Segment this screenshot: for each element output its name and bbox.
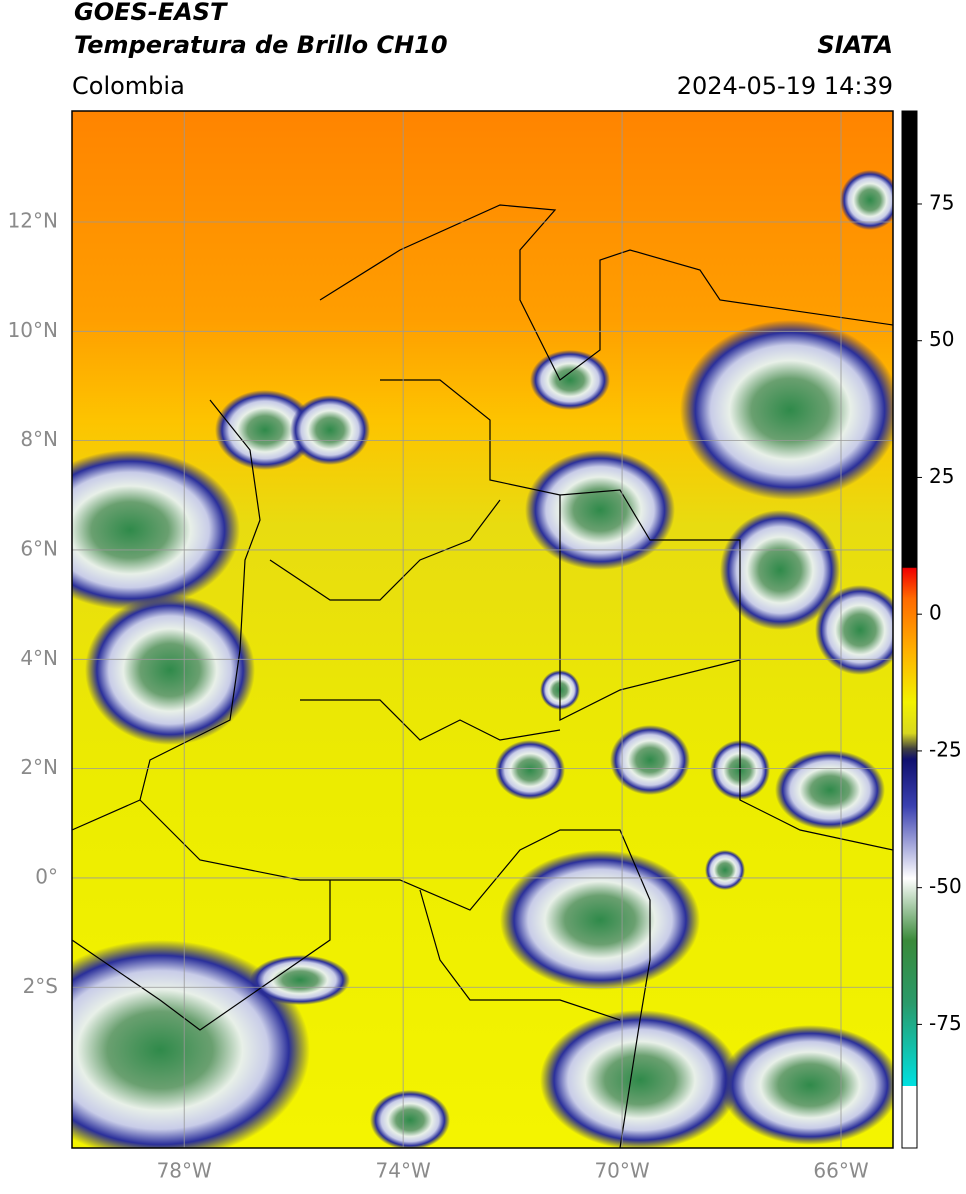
agency: SIATA — [817, 31, 893, 59]
colorbar-tick-label: -50 — [929, 874, 962, 898]
graticule — [72, 111, 893, 1148]
lat-label: 0° — [35, 864, 58, 888]
satellite: GOES-EAST — [74, 0, 228, 26]
lat-label: 6°N — [20, 536, 58, 560]
colorbar-tick-label: 25 — [929, 464, 954, 488]
satellite-image — [72, 111, 893, 1148]
lon-label: 78°W — [157, 1159, 212, 1183]
lat-label: 8°N — [20, 427, 58, 451]
datetime: 2024-05-19 14:39 — [677, 72, 893, 100]
product: Temperatura de Brillo CH10 — [74, 31, 448, 59]
map-frame — [71, 110, 894, 1149]
colorbar — [901, 110, 918, 1149]
lat-label: 12°N — [8, 208, 58, 232]
region: Colombia — [72, 72, 185, 100]
labels: 78°W 74°W 70°W 66°W 12°N 10°N 8°N 6°N 4°N 2°N 0° 2°… — [8, 190, 962, 1182]
colorbar-tick-label: 50 — [929, 327, 954, 351]
lat-label: 2°N — [20, 755, 58, 779]
lon-label: 70°W — [594, 1159, 649, 1183]
lat-label: 10°N — [8, 318, 58, 342]
colorbar-tick-label: -25 — [929, 737, 962, 761]
lat-label: 4°N — [20, 646, 58, 670]
colorbar-tick-label: -75 — [929, 1011, 962, 1035]
lon-label: 74°W — [376, 1159, 431, 1183]
lat-label: 2°S — [23, 974, 58, 998]
lon-label: 66°W — [813, 1159, 868, 1183]
colorbar-tick-label: 75 — [929, 190, 954, 214]
colorbar-tick-label: 0 — [929, 601, 942, 625]
